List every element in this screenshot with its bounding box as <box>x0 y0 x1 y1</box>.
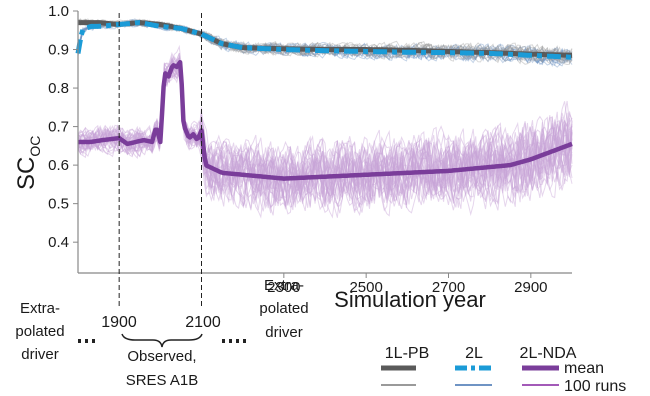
annotation-year-b: 2100 <box>185 314 221 331</box>
annotation-year-a: 1900 <box>101 314 137 331</box>
y-ticks: 0.4 0.5 0.6 0.7 0.8 0.9 1.0 <box>48 3 78 251</box>
x-axis-label: Simulation year <box>334 287 486 312</box>
legend-header-1lpb: 1L-PB <box>385 345 429 362</box>
y-axis-label-sub: OC <box>27 136 43 157</box>
y-tick-label: 0.5 <box>48 196 69 213</box>
period-markers <box>118 13 202 308</box>
brace <box>121 333 203 348</box>
x-tick-label: 2300 <box>267 279 300 296</box>
legend-header-2l: 2L <box>465 345 483 362</box>
y-tick-label: 0.9 <box>48 42 69 59</box>
legend-label-mean: mean <box>564 360 604 377</box>
y-tick-label: 1.0 <box>48 3 69 20</box>
y-tick-label: 0.8 <box>48 80 69 97</box>
y-axis-label-main: SC <box>13 157 40 190</box>
annotation-right-line3: driver <box>265 324 303 341</box>
annotation-right-line2: polated <box>259 300 308 317</box>
annotation-observed-1: Observed, <box>127 348 196 365</box>
x-tick-label: 2700 <box>432 279 465 296</box>
x-ticks: 2300 2500 2700 2900 <box>267 273 548 296</box>
annotation-right-line1: Extra- <box>264 277 304 294</box>
mean-line-2l-nda <box>77 59 573 181</box>
annotation-left-line3: driver <box>21 346 59 363</box>
legend-label-runs: 100 runs <box>564 378 626 395</box>
legend: 1L-PB 2L 2L-NDA mean 100 runs <box>381 345 626 395</box>
annotation-left-line1: Extra- <box>20 300 60 317</box>
x-tick-label: 2500 <box>349 279 382 296</box>
mean-layer <box>75 20 573 181</box>
mean-line-2l <box>75 20 573 60</box>
annotation-observed-2: SRES A1B <box>126 372 199 389</box>
x-tick-label: 2900 <box>514 279 547 296</box>
annotations: Extra- polated driver 1900 2100 Observed… <box>15 277 308 389</box>
y-tick-label: 0.7 <box>48 119 69 136</box>
y-tick-label: 0.4 <box>48 234 69 251</box>
y-tick-label: 0.6 <box>48 157 69 174</box>
legend-header-2lnda: 2L-NDA <box>520 345 577 362</box>
y-axis-label: SCOC <box>13 136 43 190</box>
annotation-left-line2: polated <box>15 323 64 340</box>
